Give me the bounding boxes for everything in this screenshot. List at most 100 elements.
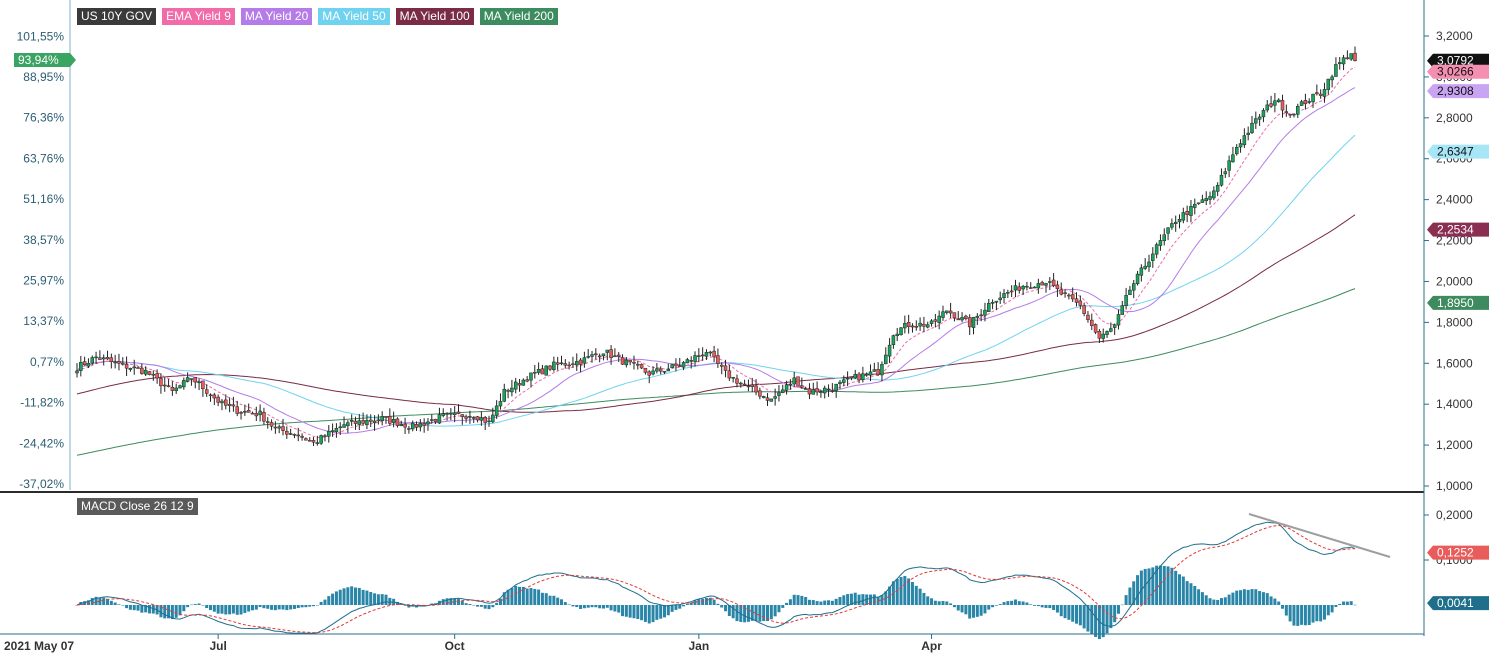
candle-body — [1101, 333, 1105, 339]
macd-badge — [1427, 545, 1489, 560]
macd-hist-bar — [346, 587, 350, 605]
candle-body — [788, 383, 793, 386]
macd-hist-bar — [563, 602, 567, 605]
macd-hist-bar — [1120, 604, 1124, 606]
candle-body — [1265, 104, 1270, 111]
macd-hist-bar — [117, 604, 121, 605]
candle-body — [678, 365, 682, 367]
candle-body — [552, 361, 556, 370]
candle-body — [922, 323, 926, 327]
candle-body — [773, 396, 777, 399]
candle-body — [349, 420, 354, 422]
candle-body — [1082, 305, 1086, 314]
macd-hist-bar — [651, 605, 655, 623]
price-badge — [1427, 53, 1489, 68]
macd-hist-bar — [136, 605, 140, 611]
macd-hist-bar — [476, 605, 480, 607]
macd-hist-bar — [453, 598, 457, 605]
candle-body — [452, 412, 457, 415]
macd-hist-bar — [1105, 605, 1109, 634]
candle-body — [456, 411, 461, 414]
candle-body — [365, 420, 369, 426]
macd-badge-label: 0,1252 — [1437, 546, 1474, 560]
candle-body — [90, 357, 95, 364]
candle-body — [571, 363, 575, 366]
candle-body — [609, 349, 613, 358]
candle-body — [292, 434, 297, 436]
candle-body — [224, 399, 228, 406]
macd-hist-bar — [1231, 592, 1235, 605]
candle-body — [372, 420, 377, 424]
legend-item[interactable]: MA Yield 100 — [395, 8, 474, 25]
macd-hist-bar — [655, 605, 659, 620]
candle-body — [1181, 212, 1186, 221]
legend-item[interactable]: MA Yield 50 — [318, 8, 390, 25]
legend-item[interactable]: US 10Y GOV — [77, 8, 157, 25]
candle-body — [1242, 135, 1247, 146]
macd-hist-bar — [1082, 605, 1086, 629]
candle-body — [1185, 211, 1189, 215]
macd-hist-bar — [689, 602, 693, 605]
macd-hist-bar — [624, 605, 628, 617]
legend-item[interactable]: MA Yield 200 — [479, 8, 558, 25]
macd-hist-bar — [144, 605, 148, 613]
candle-body — [399, 424, 404, 427]
candle-body — [258, 411, 262, 416]
candle-body — [1063, 292, 1067, 294]
candle-body — [464, 416, 468, 419]
candle-body — [296, 434, 301, 437]
macd-hist-bar — [838, 597, 842, 605]
candle-body — [1158, 240, 1163, 246]
candle-body — [449, 412, 453, 415]
macd-hist-bar — [792, 594, 796, 605]
macd-hist-bar — [1139, 570, 1143, 605]
candle-body — [1261, 110, 1266, 118]
candle-body — [1234, 146, 1239, 155]
macd-line — [76, 521, 1356, 634]
candle-body — [792, 377, 796, 385]
macd-hist-bar — [338, 589, 342, 605]
macd-hist-bar — [365, 590, 369, 605]
candle-body — [159, 378, 163, 387]
macd-hist-bar — [1136, 575, 1140, 605]
candle-body — [777, 392, 781, 396]
candle-body — [403, 423, 407, 428]
y-tick-label: 1,4000 — [1436, 397, 1473, 411]
price-badge — [1427, 144, 1489, 159]
macd-hist-bar — [647, 605, 651, 624]
macd-hist-bar — [323, 599, 327, 605]
candle-body — [758, 390, 762, 397]
macd-hist-bar — [1025, 602, 1029, 605]
candle-body — [353, 420, 358, 424]
x-tick-label: Jan — [688, 639, 709, 653]
candle-body — [1143, 265, 1147, 269]
macd-hist-bar — [1158, 565, 1162, 605]
legend-item[interactable]: MA Yield 20 — [240, 8, 313, 25]
candle-body — [101, 357, 106, 360]
macd-hist-bar — [918, 588, 922, 605]
macd-hist-bar — [1109, 605, 1113, 629]
candle-body — [1299, 101, 1304, 106]
candle-body — [338, 426, 342, 429]
candle-body — [285, 430, 289, 435]
candle-body — [891, 335, 896, 345]
candle-body — [937, 315, 941, 323]
macd-hist-bar — [1212, 599, 1216, 605]
candle-body — [277, 426, 281, 429]
macd-hist-bar — [205, 605, 209, 609]
legend-item[interactable]: EMA Yield 9 — [162, 8, 235, 25]
macd-hist-bar — [1033, 605, 1037, 606]
candle-body — [1280, 100, 1285, 111]
x-tick-label: Apr — [921, 639, 942, 653]
candle-body — [82, 361, 87, 366]
candle-body — [468, 416, 472, 418]
candle-body — [288, 433, 293, 435]
macd-hist-bar — [1124, 595, 1128, 605]
macd-hist-bar — [823, 600, 827, 605]
macd-hist-bar — [1067, 605, 1071, 620]
left-pct-tick-label: -11,82% — [20, 396, 64, 410]
candle-body — [994, 300, 999, 303]
candle-body — [483, 417, 487, 423]
candle-body — [1078, 300, 1083, 306]
macd-hist-bar — [670, 605, 674, 612]
